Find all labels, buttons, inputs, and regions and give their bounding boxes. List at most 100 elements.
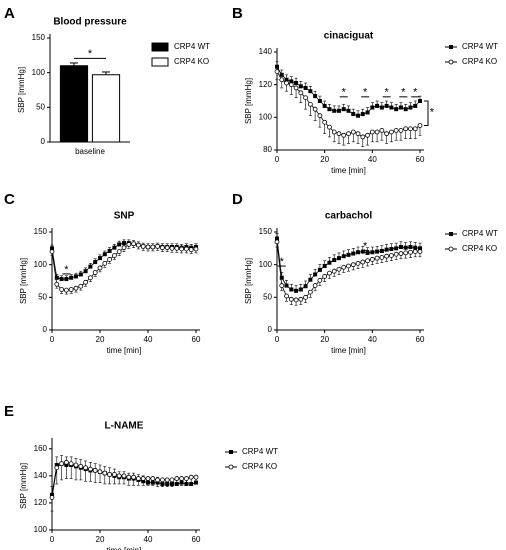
x-tick-label: 40: [144, 535, 153, 544]
marker: [98, 256, 102, 261]
marker: [107, 472, 112, 477]
x-tick-label: 60: [416, 335, 425, 344]
x-tick-label: 20: [96, 335, 105, 344]
y-axis-label: SBP [mmHg]: [17, 67, 26, 113]
marker: [393, 251, 399, 257]
marker: [83, 465, 88, 471]
x-axis-label: time [min]: [331, 346, 366, 355]
marker: [135, 476, 141, 481]
marker: [413, 103, 418, 108]
marker: [131, 474, 137, 480]
marker: [59, 287, 64, 292]
marker: [332, 258, 337, 263]
marker: [150, 244, 156, 250]
marker: [64, 287, 69, 293]
marker: [403, 107, 408, 112]
y-tick-label: 100: [259, 112, 273, 121]
y-tick-label: 120: [34, 498, 48, 507]
x-tick-label: 0: [50, 335, 55, 344]
marker: [174, 476, 180, 481]
marker: [279, 72, 284, 77]
legend-label: CRP4 KO: [174, 57, 209, 66]
y-axis-label: SBP [mmHg]: [19, 258, 28, 304]
marker: [174, 245, 180, 251]
y-tick-label: 100: [32, 68, 46, 77]
marker: [112, 253, 117, 258]
marker: [312, 283, 318, 288]
marker: [59, 461, 64, 467]
marker: [274, 69, 280, 74]
marker: [183, 476, 189, 481]
marker: [322, 263, 327, 268]
marker: [54, 281, 60, 287]
marker: [64, 277, 69, 282]
x-tick-label: 40: [368, 335, 377, 344]
marker: [379, 127, 385, 133]
marker: [150, 476, 156, 481]
marker: [116, 473, 122, 479]
marker: [360, 112, 365, 117]
chart-title: SNP: [114, 211, 135, 222]
marker: [346, 263, 351, 269]
marker: [365, 110, 370, 115]
marker: [375, 249, 380, 254]
marker: [92, 468, 98, 473]
marker: [370, 105, 375, 110]
marker: [54, 275, 59, 280]
marker: [350, 262, 356, 268]
y-tick-label: 150: [259, 227, 273, 236]
marker: [394, 246, 399, 251]
bar: [59, 65, 89, 143]
marker: [408, 105, 413, 110]
series-line: [276, 71, 421, 138]
marker: [327, 270, 332, 276]
marker: [298, 90, 304, 96]
marker: [73, 285, 79, 291]
marker: [370, 250, 375, 255]
y-tick-label: 50: [38, 292, 47, 301]
y-tick-label: 50: [263, 292, 272, 301]
marker: [398, 105, 403, 110]
marker: [145, 476, 151, 481]
marker: [88, 466, 93, 472]
y-tick-label: 0: [268, 325, 273, 334]
y-tick-label: 50: [36, 102, 45, 111]
marker: [417, 249, 423, 255]
y-tick-label: 0: [41, 137, 46, 146]
marker: [193, 246, 199, 252]
marker: [403, 126, 409, 132]
marker: [49, 249, 55, 255]
marker: [317, 113, 323, 119]
marker: [356, 250, 361, 255]
legend-marker: [448, 246, 454, 252]
y-tick-label: 100: [259, 260, 273, 269]
marker: [279, 275, 284, 280]
annotation: *: [413, 87, 418, 99]
x-tick-label: 20: [96, 535, 105, 544]
y-tick-label: 150: [32, 33, 46, 42]
legend-marker: [449, 232, 453, 236]
marker: [83, 269, 88, 274]
marker: [379, 105, 384, 110]
legend-label: CRP4 WT: [462, 229, 498, 238]
y-tick-label: 0: [43, 325, 48, 334]
y-tick-label: 100: [34, 525, 48, 534]
panel-letter: D: [232, 191, 243, 208]
marker: [164, 245, 170, 251]
y-tick-label: 140: [259, 47, 273, 56]
panel-letter: B: [232, 5, 243, 22]
legend-label: CRP4 KO: [462, 244, 497, 253]
marker: [351, 112, 356, 117]
marker: [284, 283, 289, 288]
marker: [393, 127, 399, 133]
marker: [122, 241, 126, 246]
marker: [341, 132, 347, 138]
marker: [346, 131, 351, 137]
legend-label: CRP4 WT: [462, 42, 498, 51]
annotation: *: [88, 48, 93, 60]
marker: [193, 474, 199, 480]
marker: [69, 275, 74, 280]
significance-bracket: [424, 100, 429, 126]
chart-title: cinaciguat: [324, 31, 374, 42]
